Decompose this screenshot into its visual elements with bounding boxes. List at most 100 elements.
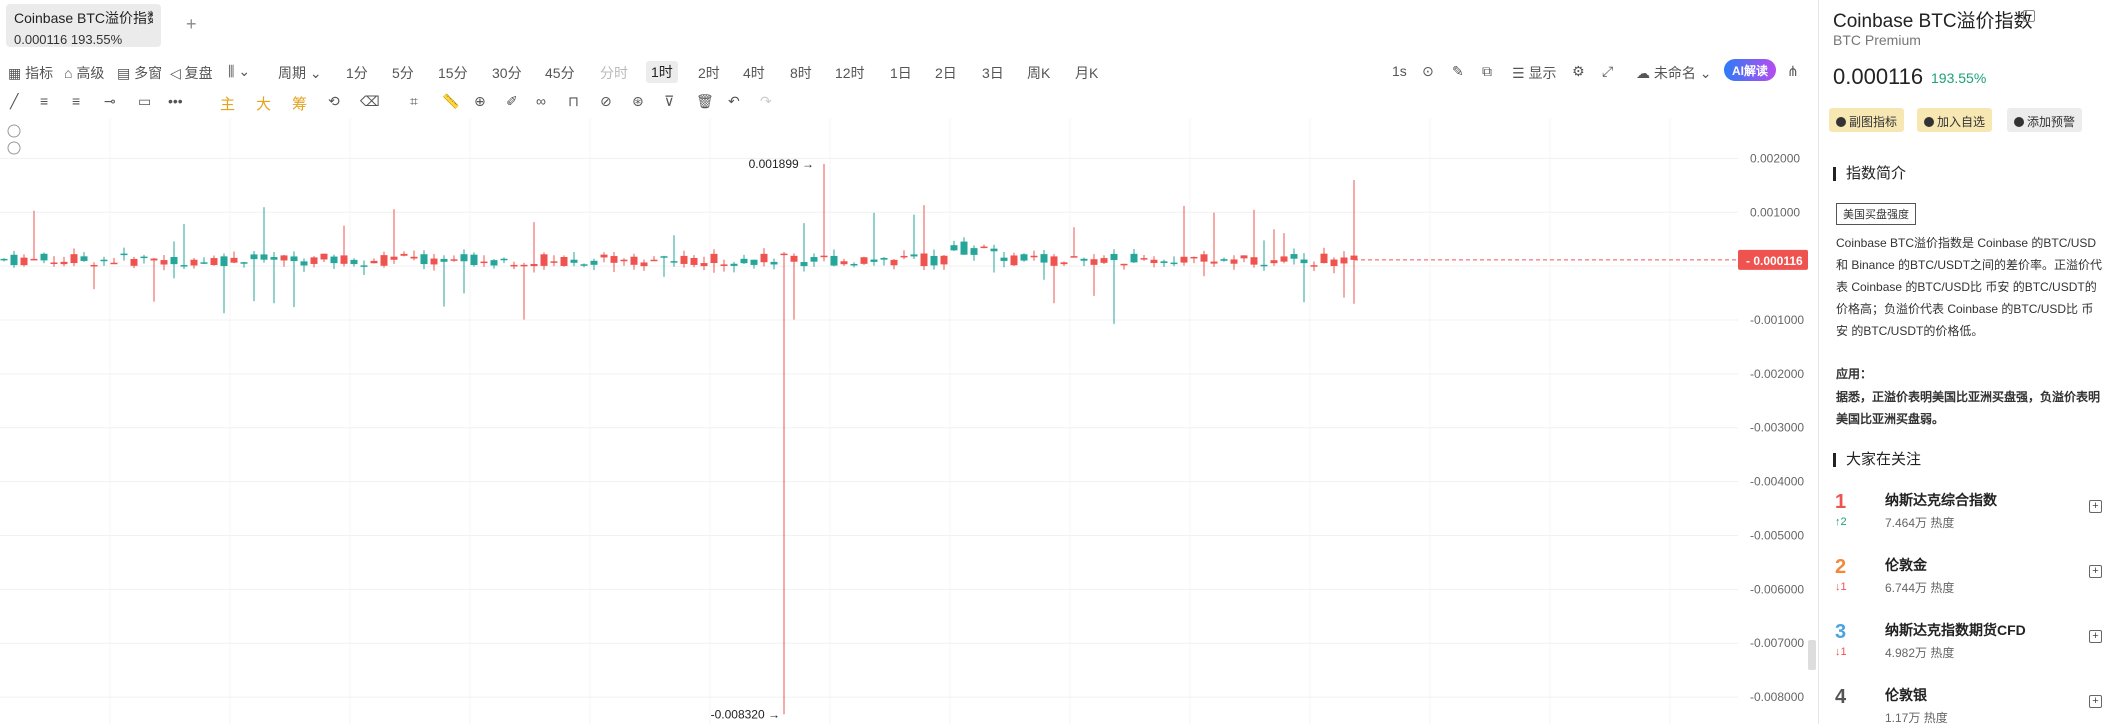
candle-body — [640, 262, 648, 267]
candle-body — [1060, 262, 1068, 265]
candle-body — [660, 256, 668, 258]
watch-list-item[interactable]: 2 ↓1 伦敦金 6.744万 热度 + — [1833, 553, 2108, 613]
item-heat: 1.17万 热度 — [1885, 711, 1948, 724]
interval-8h[interactable]: 8时 — [790, 65, 812, 81]
fullscreen-icon[interactable]: ⤢ — [1602, 63, 1614, 79]
interval-2d[interactable]: 2日 — [935, 65, 957, 81]
interval-4h[interactable]: 4时 — [743, 65, 765, 81]
max-price-label: 0.001899 → — [749, 157, 814, 171]
add-alert-button[interactable]: 添加预警 — [2007, 108, 2083, 132]
tab-coinbase-premium[interactable]: Coinbase BTC溢价指数 0.000116 193.55% — [6, 4, 161, 47]
interval-1d[interactable]: 1日 — [890, 65, 912, 81]
interval-30m[interactable]: 30分 — [492, 65, 522, 81]
sync-icon[interactable]: ⟲ — [328, 93, 340, 109]
lock-icon[interactable]: ⊓ — [568, 93, 579, 109]
candle-body — [1030, 255, 1038, 258]
add-icon[interactable]: + — [2089, 695, 2102, 708]
brush-icon[interactable]: ✐ — [506, 93, 518, 109]
layout-dropdown[interactable]: ☁ 未命名 ⌄ — [1636, 65, 1712, 81]
redo-icon[interactable]: ↷ — [760, 93, 772, 109]
interval-5m[interactable]: 5分 — [392, 65, 414, 81]
hide-icon[interactable]: ⊘ — [600, 93, 612, 109]
y-tick-label: 0.002000 — [1750, 151, 1800, 165]
add-icon[interactable]: + — [2089, 500, 2102, 513]
display-button[interactable]: ☰ 显示 — [1512, 65, 1557, 81]
candle-body — [40, 253, 48, 261]
template-icon[interactable]: ⧉ — [1482, 63, 1492, 79]
multi-window-button[interactable]: ▤ 多窗 — [117, 65, 163, 81]
candle-body — [610, 256, 618, 263]
sidebar-collapse-handle[interactable] — [1808, 640, 1816, 670]
add-icon[interactable]: + — [2089, 565, 2102, 578]
chart-type-icon[interactable]: ⫼ ⌄ — [228, 63, 251, 79]
interval-1m[interactable]: 1分 — [346, 65, 368, 81]
candle-body — [1280, 256, 1288, 262]
candle-body — [920, 253, 928, 267]
undo-icon[interactable]: ↶ — [728, 93, 740, 109]
candle-body — [520, 264, 528, 267]
big-order-button[interactable]: 大 — [256, 96, 272, 113]
candle-body — [890, 259, 898, 266]
camera-icon[interactable]: ⊙ — [1422, 63, 1434, 79]
interval-2h[interactable]: 2时 — [698, 65, 720, 81]
refresh-rate[interactable]: 1s — [1392, 63, 1407, 79]
share-icon[interactable]: ⋔ — [1787, 63, 1799, 79]
candle-body — [740, 258, 748, 264]
sub-chart-indicator-button[interactable]: 副图指标 — [1829, 108, 1905, 132]
add-tab-button[interactable]: + — [186, 14, 197, 34]
add-icon[interactable]: + — [2089, 630, 2102, 643]
chip-button[interactable]: 筹 — [292, 96, 308, 113]
candle-body — [50, 262, 58, 265]
ruler-icon[interactable]: 📏 — [442, 93, 460, 109]
watch-list-item[interactable]: 1 ↑2 纳斯达克综合指数 7.464万 热度 + — [1833, 488, 2108, 548]
candle-body — [20, 257, 28, 266]
candle-body — [1120, 263, 1128, 266]
interval-45m[interactable]: 45分 — [545, 65, 575, 81]
candle-body — [170, 256, 178, 265]
sidebar-title: Coinbase BTC溢价指数 — [1833, 11, 2033, 32]
interval-1h[interactable]: 1时 — [646, 61, 678, 83]
magnet-icon[interactable]: ∞ — [536, 93, 546, 109]
hline-tool-icon[interactable]: ≡ — [40, 93, 49, 109]
zoom-icon[interactable]: ⊕ — [474, 93, 486, 109]
candle-body — [970, 248, 978, 255]
candle-body — [840, 261, 848, 265]
ai-interpret-button[interactable]: AI解读 — [1724, 59, 1777, 81]
interval-month[interactable]: 月K — [1075, 65, 1099, 81]
channel-tool-icon[interactable]: ≡ — [72, 93, 81, 109]
period-dropdown[interactable]: 周期 ⌄ — [278, 65, 322, 81]
interval-12h[interactable]: 12时 — [835, 65, 865, 81]
eraser-icon[interactable]: ⌫ — [360, 93, 380, 109]
main-indicator-button[interactable]: 主 — [220, 96, 236, 113]
candle-body — [570, 259, 578, 263]
link-icon[interactable]: ⊛ — [632, 93, 644, 109]
crop-icon[interactable]: ⌗ — [410, 93, 418, 109]
indicators-button[interactable]: ▦ 指标 — [8, 65, 54, 81]
replay-button[interactable]: ◁ 复盘 — [170, 65, 213, 81]
current-price-label: - 0.000116 — [1746, 254, 1803, 268]
interval-3d[interactable]: 3日 — [982, 65, 1004, 81]
advanced-button[interactable]: ⌂ 高级 — [64, 65, 105, 81]
chart-pane: Coinbase BTC溢价指数 0.000116 193.55% + ▦ 指标… — [0, 4, 1816, 724]
segment-tool-icon[interactable]: ⊸ — [104, 93, 116, 109]
watch-list-item[interactable]: 3 ↓1 纳斯达克指数期货CFD 4.982万 热度 + — [1833, 618, 2108, 678]
pencil-icon[interactable]: ✎ — [1452, 63, 1464, 79]
watch-list-item[interactable]: 4 伦敦银 1.17万 热度 + — [1833, 683, 2108, 724]
y-tick-label: -0.007000 — [1750, 636, 1804, 650]
y-tick-label: -0.005000 — [1750, 528, 1804, 542]
candlestick-chart[interactable]: 0.002000 0.001000 -0.001000 -0.002000 -0.003… — [0, 118, 1813, 724]
settings-icon[interactable]: ⚙ — [1572, 63, 1585, 79]
line-tool-icon[interactable]: ╱ — [10, 93, 19, 109]
delete-icon[interactable]: 🗑 — [696, 93, 714, 109]
interval-week[interactable]: 周K — [1027, 65, 1051, 81]
rect-tool-icon[interactable]: ▭ — [138, 93, 152, 109]
interval-15m[interactable]: 15分 — [438, 65, 468, 81]
more-tools-icon[interactable]: ••• — [168, 93, 183, 109]
add-watchlist-button[interactable]: 加入自选 — [1917, 108, 1993, 132]
candle-body — [1200, 254, 1208, 262]
candle-body — [580, 264, 588, 266]
copy-icon[interactable] — [2023, 10, 2035, 22]
interval-timeshare[interactable]: 分时 — [600, 65, 628, 81]
y-tick-label: -0.003000 — [1750, 421, 1804, 435]
filter-icon[interactable]: ⊽ — [664, 93, 675, 109]
